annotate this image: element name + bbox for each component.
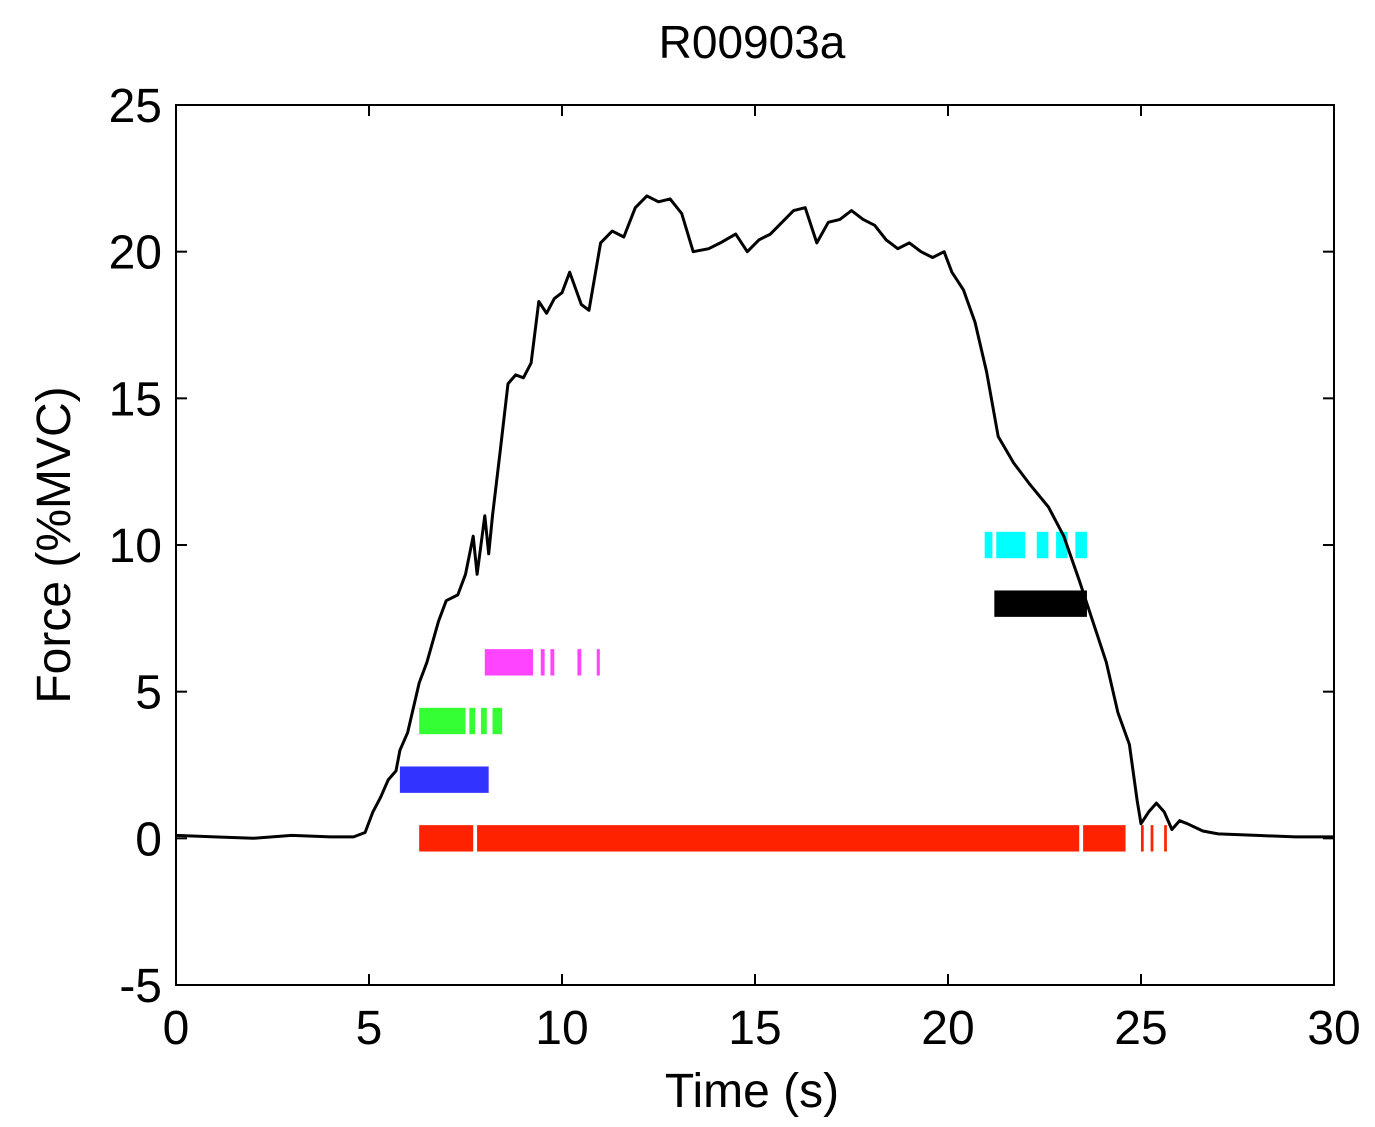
bar-segment-4-0	[984, 531, 993, 559]
bar-segment-4-2	[1036, 531, 1049, 559]
bar-segment-2-1	[540, 649, 545, 676]
bar-segment-1-3	[492, 707, 503, 735]
axis-ticks	[175, 104, 1335, 986]
y-tick-label: 25	[109, 80, 162, 133]
y-axis-label: Force (%MVC)	[28, 386, 81, 703]
bar-segment-3-0	[994, 590, 1087, 617]
force-series	[175, 194, 1334, 840]
bar-segment-1-2	[480, 707, 487, 735]
bar-segment-5-3	[1141, 825, 1144, 852]
bar-segment-5-5	[1164, 825, 1167, 852]
bar-segment-1-0	[419, 707, 466, 735]
bar-segment-5-0	[419, 825, 474, 852]
x-tick-label: 5	[356, 1002, 383, 1055]
bar-segment-5-4	[1150, 825, 1154, 852]
chart-title: R00903a	[659, 16, 846, 68]
plot-frame	[175, 104, 1335, 986]
x-tick-label: 30	[1307, 1002, 1360, 1055]
x-tick-label: 10	[535, 1002, 588, 1055]
y-tick-label: 15	[109, 373, 162, 426]
bar-segment-4-1	[996, 531, 1026, 559]
y-tick-label: -5	[119, 960, 162, 1013]
bar-segment-4-3	[1056, 531, 1068, 559]
y-tick-labels: -5 0 5 10 15 20 25	[109, 80, 162, 1013]
bar-segment-5-2	[1083, 825, 1126, 852]
bar-segment-2-0	[484, 649, 534, 676]
x-tick-label: 0	[163, 1002, 190, 1055]
y-tick-label: 20	[109, 227, 162, 280]
bar-segment-2-3	[577, 649, 582, 676]
bar-segment-1-1	[469, 707, 476, 735]
x-axis-label: Time (s)	[665, 1065, 839, 1118]
y-tick-label: 0	[135, 813, 162, 866]
bar-segment-2-2	[550, 649, 555, 676]
x-tick-label: 20	[921, 1002, 974, 1055]
event-bars	[399, 531, 1167, 852]
y-tick-label: 5	[135, 667, 162, 720]
y-tick-label: 10	[109, 520, 162, 573]
bar-segment-4-4	[1075, 531, 1087, 559]
bar-segment-0-0	[399, 766, 489, 793]
x-tick-label: 15	[728, 1002, 781, 1055]
bar-segment-5-1	[477, 825, 1080, 852]
bar-segment-2-4	[596, 649, 600, 676]
x-tick-labels: 0 5 10 15 20 25 30	[163, 1002, 1361, 1055]
x-tick-label: 25	[1114, 1002, 1167, 1055]
series-line-0	[175, 194, 1334, 840]
